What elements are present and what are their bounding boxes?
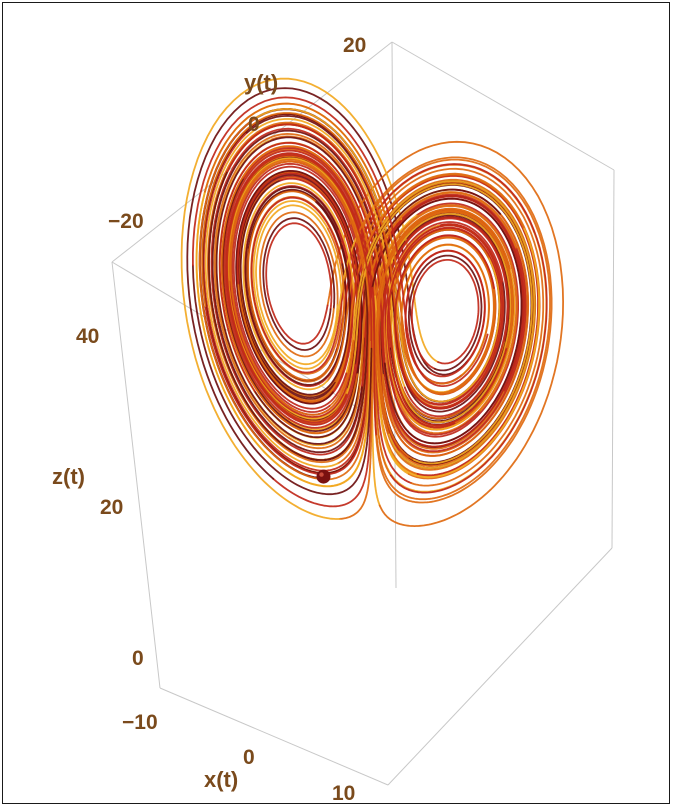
trajectory-segment <box>204 118 406 468</box>
trajectory-segment <box>265 222 333 345</box>
trajectory-segment <box>207 121 391 464</box>
trajectory <box>180 77 565 528</box>
trajectory-segment <box>224 152 373 426</box>
trajectory-segment <box>326 167 545 487</box>
x-axis-label: x(t) <box>204 767 238 792</box>
trajectory-segment <box>345 183 533 465</box>
box-edge <box>111 261 161 689</box>
bounding-box <box>111 41 615 786</box>
trajectory-segment <box>250 196 346 374</box>
trajectory-segment <box>226 123 508 427</box>
z-tick-label: 0 <box>132 647 144 670</box>
box-edge <box>611 169 615 549</box>
trajectory-segment <box>404 249 486 378</box>
trajectory-segment <box>394 234 497 409</box>
trajectory-segment <box>400 243 490 385</box>
trajectory-segment <box>198 116 371 481</box>
trajectory-segment <box>232 165 366 410</box>
trajectory-segment <box>207 170 369 461</box>
trajectory-segment <box>374 208 511 475</box>
x-tick-label: 0 <box>243 746 255 769</box>
trajectory-segment <box>344 158 551 501</box>
trajectory-segment <box>236 172 362 429</box>
box-edge <box>159 687 389 786</box>
trajectory-segment <box>376 210 513 461</box>
trajectory-segment <box>220 145 377 435</box>
trajectory-segment <box>335 163 548 494</box>
start-point-highlight <box>319 472 324 477</box>
trajectory-segment <box>237 173 525 402</box>
box-edge <box>387 547 613 786</box>
trajectory-segment <box>255 204 343 366</box>
trajectory-segment <box>386 224 504 429</box>
trajectory-segment <box>411 259 480 370</box>
y-tick-label: −20 <box>108 210 144 233</box>
trajectory-segment <box>215 136 365 445</box>
trajectory-segment <box>229 177 358 418</box>
trajectory-segment <box>332 175 539 477</box>
trajectory-segment <box>408 254 483 374</box>
trajectory-segment <box>192 96 489 387</box>
trajectory-segment <box>223 149 377 437</box>
trajectory-segment <box>195 190 372 488</box>
trajectory-segment <box>252 200 360 370</box>
trajectory-segment <box>371 197 523 445</box>
trajectory-segment <box>213 132 409 440</box>
trajectory-segment <box>239 179 351 396</box>
z-axis-label: z(t) <box>52 464 85 489</box>
trajectory-segment <box>235 169 363 405</box>
start-point-marker <box>316 469 331 484</box>
trajectory-segment <box>358 156 553 504</box>
trajectory-segment <box>192 264 373 496</box>
x-tick-label: −10 <box>122 711 158 734</box>
trajectory-segment <box>385 213 512 424</box>
trajectory-segment <box>180 77 439 520</box>
trajectory-segment <box>211 129 383 454</box>
z-tick-label: 40 <box>76 325 99 348</box>
z-tick-label: 20 <box>100 496 123 519</box>
box-edge <box>391 41 615 171</box>
trajectory-segment <box>242 182 356 391</box>
y-tick-label: 0 <box>248 113 260 136</box>
x-tick-label: 10 <box>332 782 355 805</box>
trajectory-segment <box>247 190 345 381</box>
trajectory-segment <box>259 211 339 358</box>
trajectory-segment <box>358 201 527 453</box>
trajectory-segment <box>381 217 509 418</box>
trajectory-segment <box>229 160 366 416</box>
trajectory-segment <box>262 217 336 351</box>
y-tick-label: 20 <box>343 34 366 57</box>
trajectory-segment <box>288 192 517 450</box>
trajectory-segment <box>225 153 373 424</box>
y-axis-label: y(t) <box>244 70 278 95</box>
trajectory-segment <box>204 102 497 395</box>
